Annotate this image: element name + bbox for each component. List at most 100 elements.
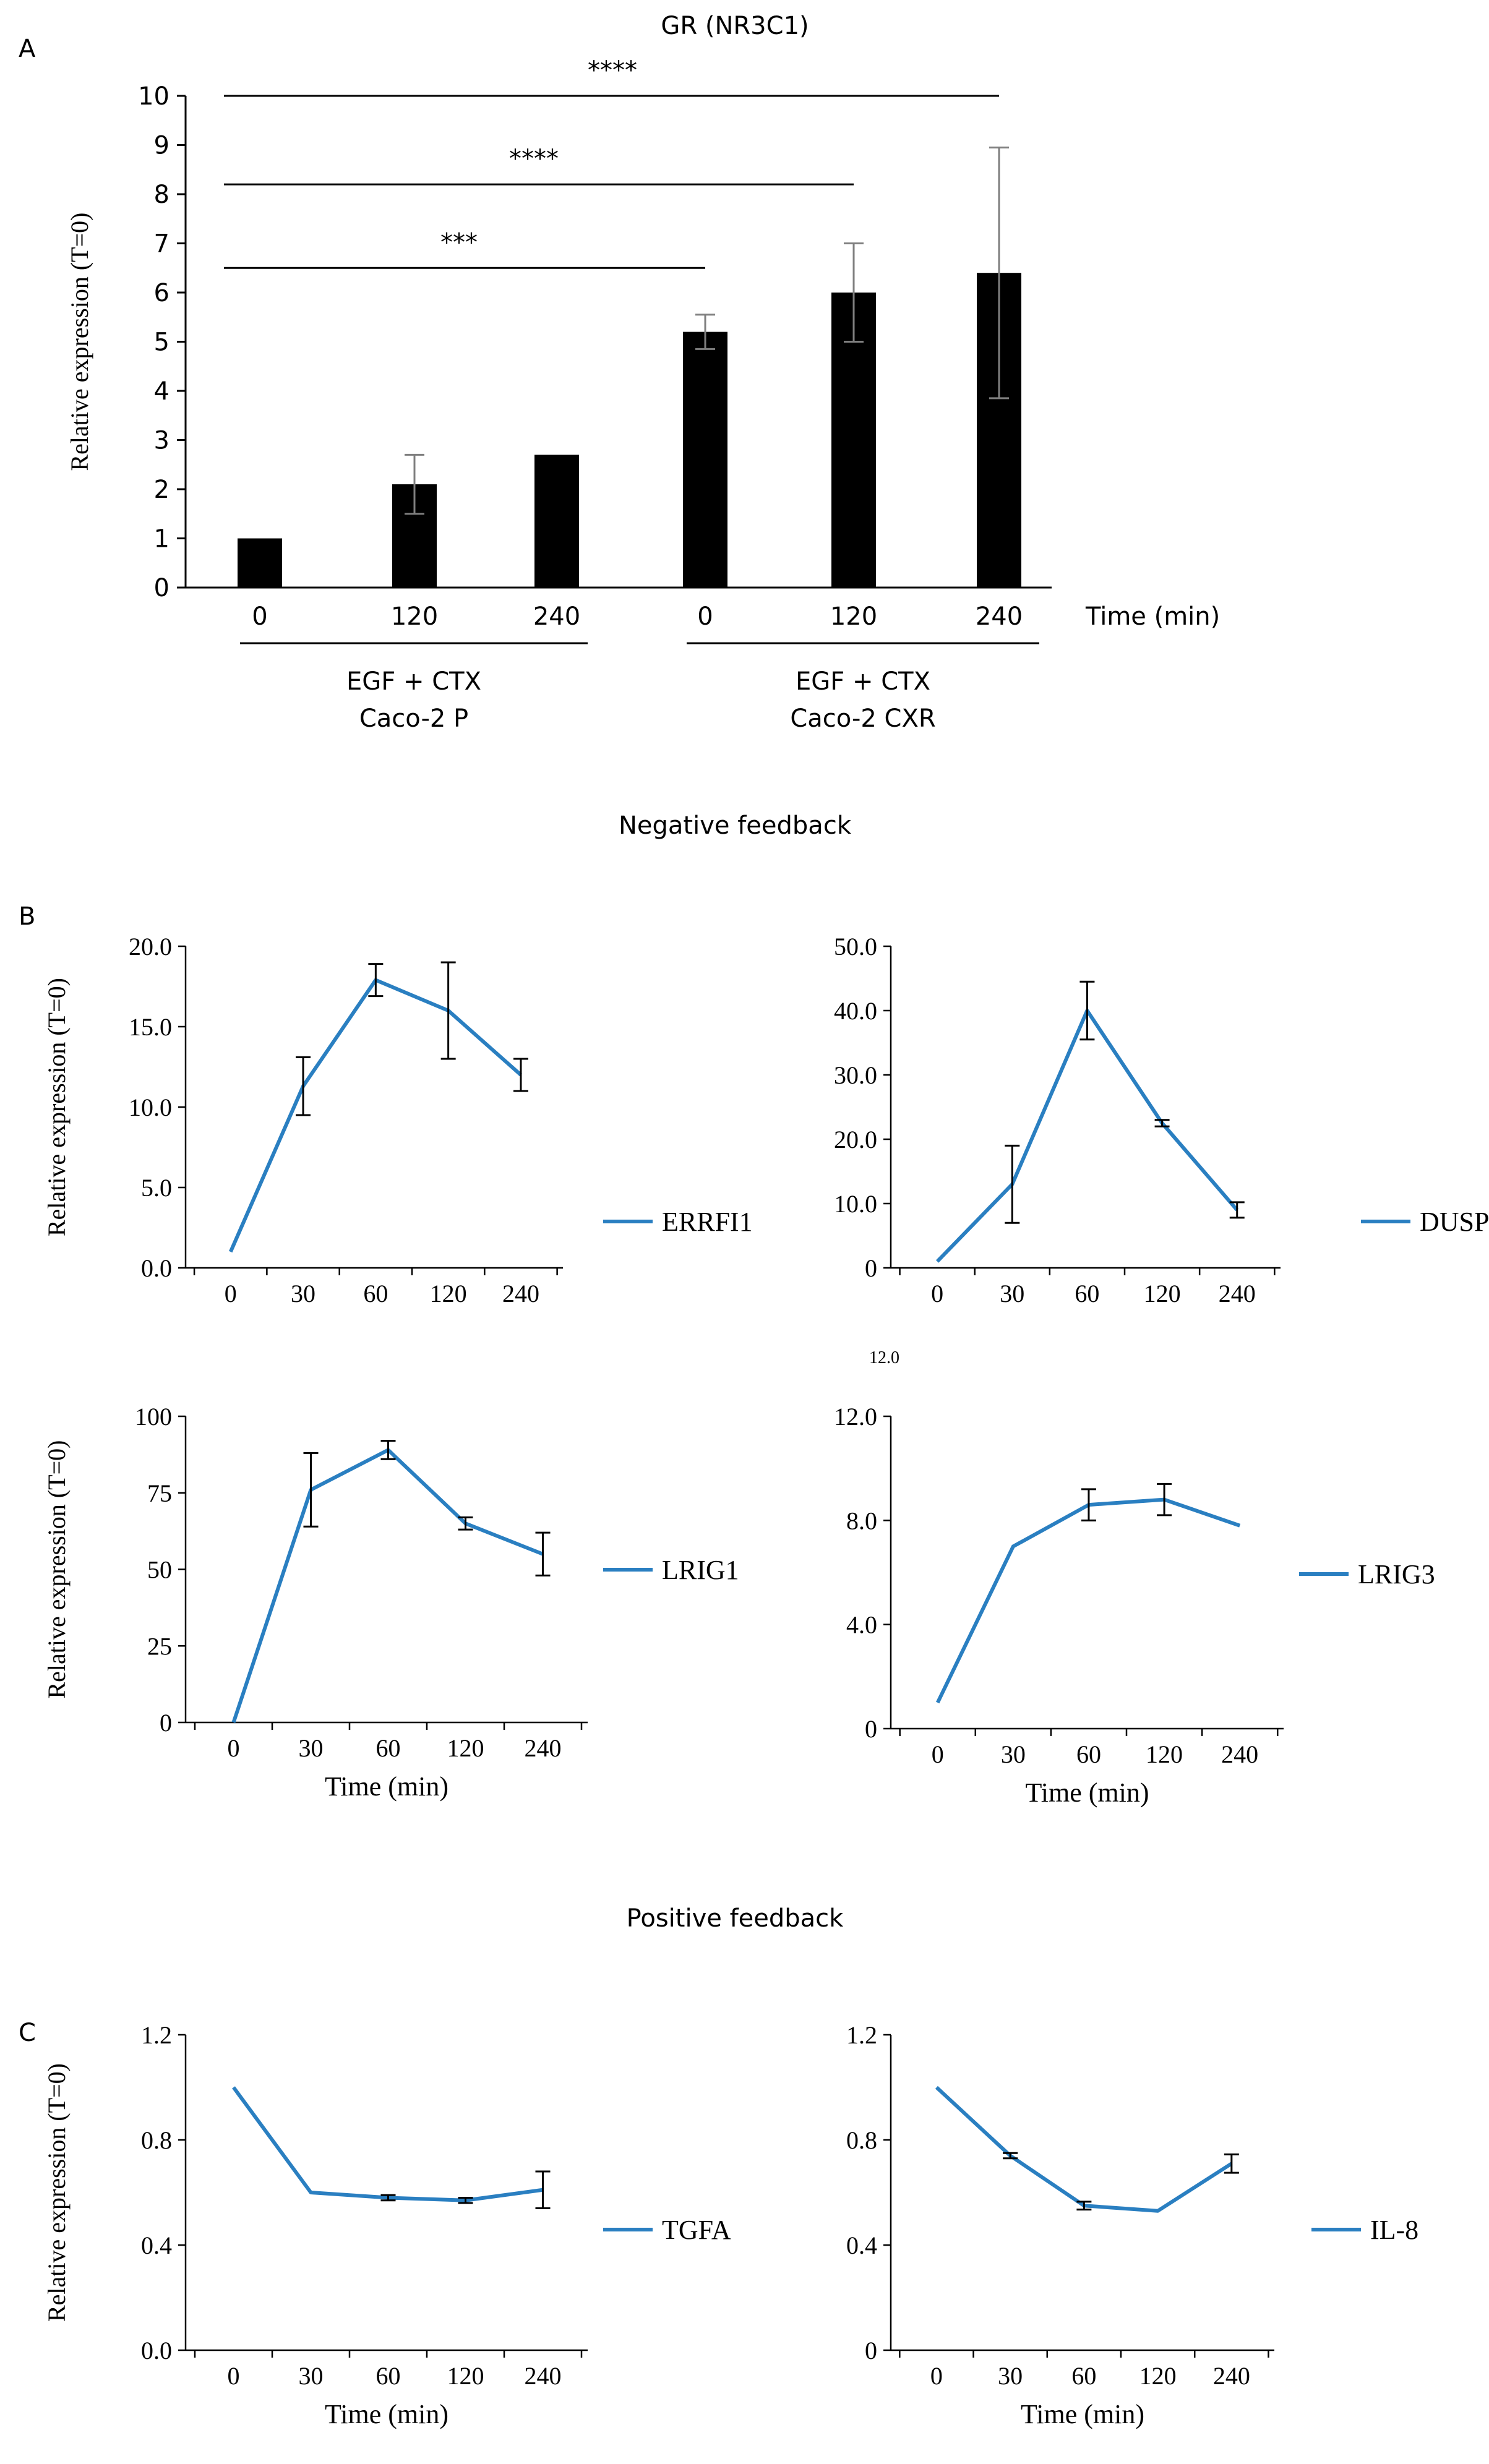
x-tick-label: 30	[299, 1734, 324, 1762]
x-axis-label: Time (min)	[325, 2399, 448, 2429]
y-tick-label: 0	[865, 1715, 877, 1743]
section-title-positive: Positive feedback	[627, 1904, 844, 1933]
y-tick-label: 6	[154, 279, 169, 307]
legend-label: IL-8	[1370, 2215, 1418, 2245]
legend-label: LRIG3	[1358, 1559, 1435, 1589]
x-tick-label: 240	[502, 1280, 539, 1307]
x-tick-label: 60	[376, 1734, 401, 1762]
y-tick-label: 0	[154, 574, 169, 602]
x-tick-label: 240	[533, 602, 580, 631]
x-tick-label: 60	[1076, 1740, 1101, 1768]
y-tick-label: 100	[135, 1403, 172, 1431]
y-tick-label: 10.0	[129, 1093, 172, 1121]
x-tick-label: 120	[447, 2362, 484, 2390]
y-tick-label: 4.0	[846, 1611, 877, 1639]
x-tick-label: 0	[252, 602, 267, 631]
panel-label-a: A	[19, 35, 36, 63]
series-line	[936, 1497, 1241, 1704]
x-tick-label: 0	[931, 1280, 943, 1307]
group-label-line1: EGF + CTX	[796, 667, 930, 696]
y-tick-label: 0	[865, 2337, 877, 2364]
y-tick-label: 75	[147, 1479, 172, 1507]
y-tick-label: 50.0	[834, 933, 877, 960]
y-tick-label: 15.0	[129, 1013, 172, 1041]
x-tick-label: 30	[1001, 1740, 1026, 1768]
x-tick-label: 60	[363, 1280, 388, 1307]
stray-axis-label: 12.0	[869, 1348, 899, 1367]
y-tick-label: 7	[154, 230, 169, 259]
x-tick-label: 120	[830, 602, 877, 631]
section-title-negative: Negative feedback	[619, 811, 852, 840]
x-tick-label: 120	[447, 1734, 484, 1762]
x-axis-label: Time (min)	[1085, 602, 1220, 631]
series-line	[232, 2086, 543, 2202]
y-tick-label: 50	[147, 1556, 172, 1584]
y-tick-label: 1.2	[141, 2021, 172, 2049]
x-tick-label: 60	[1075, 1280, 1099, 1307]
group-label-line2: Caco-2 CXR	[790, 704, 935, 733]
y-tick-label: 0.4	[141, 2231, 172, 2259]
y-tick-label: 1	[154, 525, 169, 554]
significance-label: ***	[440, 228, 478, 257]
y-tick-label: 30.0	[834, 1061, 877, 1089]
bar	[534, 455, 579, 588]
y-axis-label: Relative expression (T=0)	[43, 1440, 71, 1699]
panel-label-c: C	[19, 2019, 36, 2047]
panel-b-lrig3-chart: 0 4.0 8.0 12.0 0 30 60 120 240 Time (min) LRIG3	[834, 1403, 1435, 1808]
x-tick-label: 30	[291, 1280, 315, 1307]
x-tick-label: 30	[1000, 1280, 1024, 1307]
x-tick-label: 240	[525, 1734, 562, 1762]
series-line	[231, 1448, 544, 1723]
x-tick-label: 120	[1146, 1740, 1183, 1768]
y-tick-label: 10.0	[834, 1190, 877, 1218]
group-label-line1: EGF + CTX	[346, 667, 481, 696]
legend-label: TGFA	[662, 2215, 731, 2245]
panel-b-dusp1-chart: 0 10.0 20.0 30.0 40.0 50.0 0 30 60 120 240 DUSP1	[834, 933, 1489, 1307]
panel-a-bar-chart: GR (NR3C1) 0 1 2 3 4 5 6 7 8 9 10 Relative expressio…	[66, 12, 1220, 733]
x-tick-label: 30	[299, 2362, 324, 2390]
x-tick-label: 30	[998, 2362, 1023, 2390]
y-axis-label: Relative expression (T=0)	[66, 213, 93, 471]
series-line	[935, 1009, 1239, 1263]
x-tick-label: 120	[430, 1280, 467, 1307]
y-tick-label: 25	[147, 1632, 172, 1660]
x-tick-label: 240	[976, 602, 1023, 631]
x-tick-label: 0	[697, 602, 713, 631]
series-line	[935, 2085, 1233, 2213]
y-tick-label: 12.0	[834, 1403, 877, 1431]
series-line	[228, 978, 522, 1253]
x-tick-label: 0	[930, 2362, 943, 2390]
panel-c-il8-chart: 0 0.4 0.8 1.2 0 30 60 120 240 Time (min) IL-8	[846, 2021, 1418, 2429]
y-tick-label: 0.0	[141, 1254, 172, 1282]
x-tick-label: 240	[525, 2362, 562, 2390]
y-tick-label: 0.8	[846, 2126, 877, 2154]
x-tick-label: 60	[376, 2362, 401, 2390]
x-axis-label: Time (min)	[1025, 1777, 1149, 1808]
legend-label: LRIG1	[662, 1555, 739, 1585]
y-tick-label: 5	[154, 328, 169, 357]
x-tick-label: 60	[1071, 2362, 1096, 2390]
panel-b-errfi1-chart: 0.0 5.0 10.0 15.0 20.0 0 30 60 120 240 Relative ex…	[43, 933, 753, 1307]
significance-label: ****	[509, 145, 559, 173]
panel-label-b: B	[19, 902, 35, 931]
x-tick-label: 120	[1139, 2362, 1177, 2390]
y-axis-label: Relative expression (T=0)	[43, 2063, 71, 2322]
x-tick-label: 240	[1219, 1280, 1256, 1307]
significance-label: ****	[588, 56, 637, 85]
bar	[683, 332, 727, 588]
y-tick-label: 9	[154, 132, 169, 160]
y-tick-label: 0.8	[141, 2126, 172, 2154]
chart-title: GR (NR3C1)	[661, 12, 809, 40]
x-tick-label: 0	[225, 1280, 237, 1307]
y-tick-label: 0	[865, 1254, 877, 1282]
x-tick-label: 240	[1213, 2362, 1250, 2390]
y-tick-label: 1.2	[846, 2021, 877, 2049]
y-tick-label: 40.0	[834, 997, 877, 1025]
x-axis-label: Time (min)	[325, 1771, 448, 1802]
panel-b-lrig1-chart: 0 25 50 75 100 0 30 60 120 240 Time (min) Relative …	[43, 1403, 739, 1802]
x-tick-label: 0	[228, 1734, 240, 1762]
y-tick-label: 2	[154, 476, 169, 504]
x-tick-label: 0	[932, 1740, 944, 1768]
y-tick-label: 0.4	[846, 2231, 877, 2259]
